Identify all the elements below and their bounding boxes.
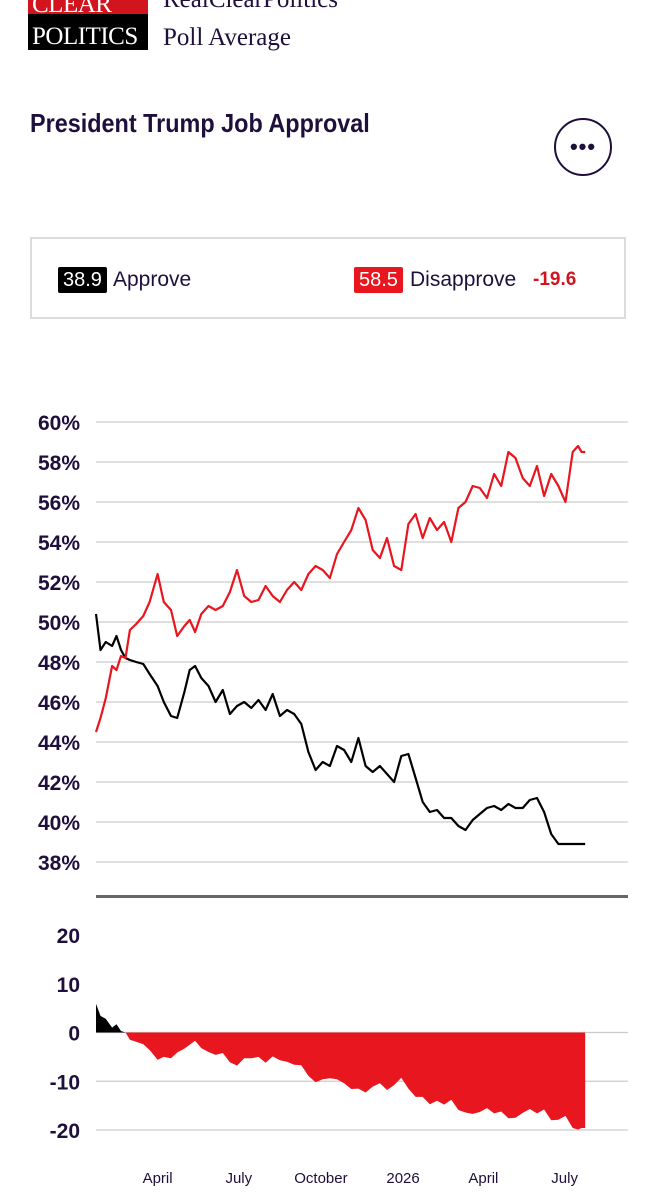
- chart-divider: [96, 895, 628, 898]
- y-tick-label: 60%: [38, 412, 80, 435]
- more-options-button[interactable]: •••: [554, 118, 612, 176]
- series-line-disapprove: [94, 444, 586, 733]
- spread-y-axis-ticks: 20 10 0 -10 -20: [50, 925, 80, 1143]
- disapprove-value-badge: 58.5: [354, 267, 403, 293]
- brand-subtitle: Poll Average: [163, 24, 291, 51]
- y-tick-label: 46%: [38, 692, 80, 715]
- y-tick-label: 40%: [38, 812, 80, 835]
- x-tick-label: July: [551, 1170, 578, 1187]
- site-header: CLEAR POLITICS RealClearPolitics Poll Av…: [0, 0, 657, 60]
- x-axis-ticks: April July October 2026 April July: [143, 1170, 579, 1187]
- disapprove-label: Disapprove: [410, 268, 517, 291]
- y-tick-label: 52%: [38, 572, 80, 595]
- approve-value-badge: 38.9: [58, 267, 107, 293]
- y-tick-label: 10: [57, 974, 80, 997]
- spread-area: [96, 1003, 586, 1130]
- series-line-approve: [94, 613, 586, 846]
- logo-red-band: [28, 0, 148, 14]
- y-tick-label: 58%: [38, 452, 80, 475]
- y-tick-label: 38%: [38, 852, 80, 875]
- x-tick-label: April: [468, 1170, 498, 1187]
- logo-line-clear: CLEAR: [32, 0, 112, 18]
- main-series: [94, 444, 586, 846]
- y-tick-label: 42%: [38, 772, 80, 795]
- rcp-logo[interactable]: CLEAR POLITICS: [28, 0, 148, 50]
- y-tick-label: 44%: [38, 732, 80, 755]
- y-tick-label: 48%: [38, 652, 80, 675]
- spread-area-negative: [96, 1032, 586, 1130]
- x-tick-label: April: [143, 1170, 173, 1187]
- page-title: President Trump Job Approval: [30, 108, 370, 138]
- summary-box: 38.9 Approve 58.5 Disapprove -19.6: [30, 237, 626, 319]
- y-tick-label: 56%: [38, 492, 80, 515]
- main-y-axis-ticks: 60% 58% 56% 54% 52% 50% 48% 46% 44% 42% 40% 38%: [38, 412, 80, 875]
- y-tick-label: -20: [50, 1120, 80, 1143]
- ellipsis-icon: •••: [569, 134, 597, 159]
- x-tick-label: July: [225, 1170, 252, 1187]
- main-gridlines: [96, 421, 628, 863]
- brand-name: RealClearPolitics: [163, 0, 338, 14]
- approve-label: Approve: [113, 268, 192, 291]
- y-tick-label: -10: [50, 1071, 80, 1094]
- y-tick-label: 54%: [38, 532, 80, 555]
- y-tick-label: 20: [57, 925, 80, 948]
- x-tick-label: October: [294, 1170, 347, 1187]
- logo-line-politics: POLITICS: [32, 23, 138, 50]
- x-tick-label: 2026: [386, 1170, 419, 1187]
- spread-value: -19.6: [533, 269, 577, 290]
- spread-area-positive: [96, 1003, 586, 1033]
- approval-chart[interactable]: 60% 58% 56% 54% 52% 50% 48% 46% 44% 42% 40% 38% 20 1…: [0, 400, 657, 1200]
- y-tick-label: 50%: [38, 612, 80, 635]
- y-tick-label: 0: [68, 1023, 80, 1046]
